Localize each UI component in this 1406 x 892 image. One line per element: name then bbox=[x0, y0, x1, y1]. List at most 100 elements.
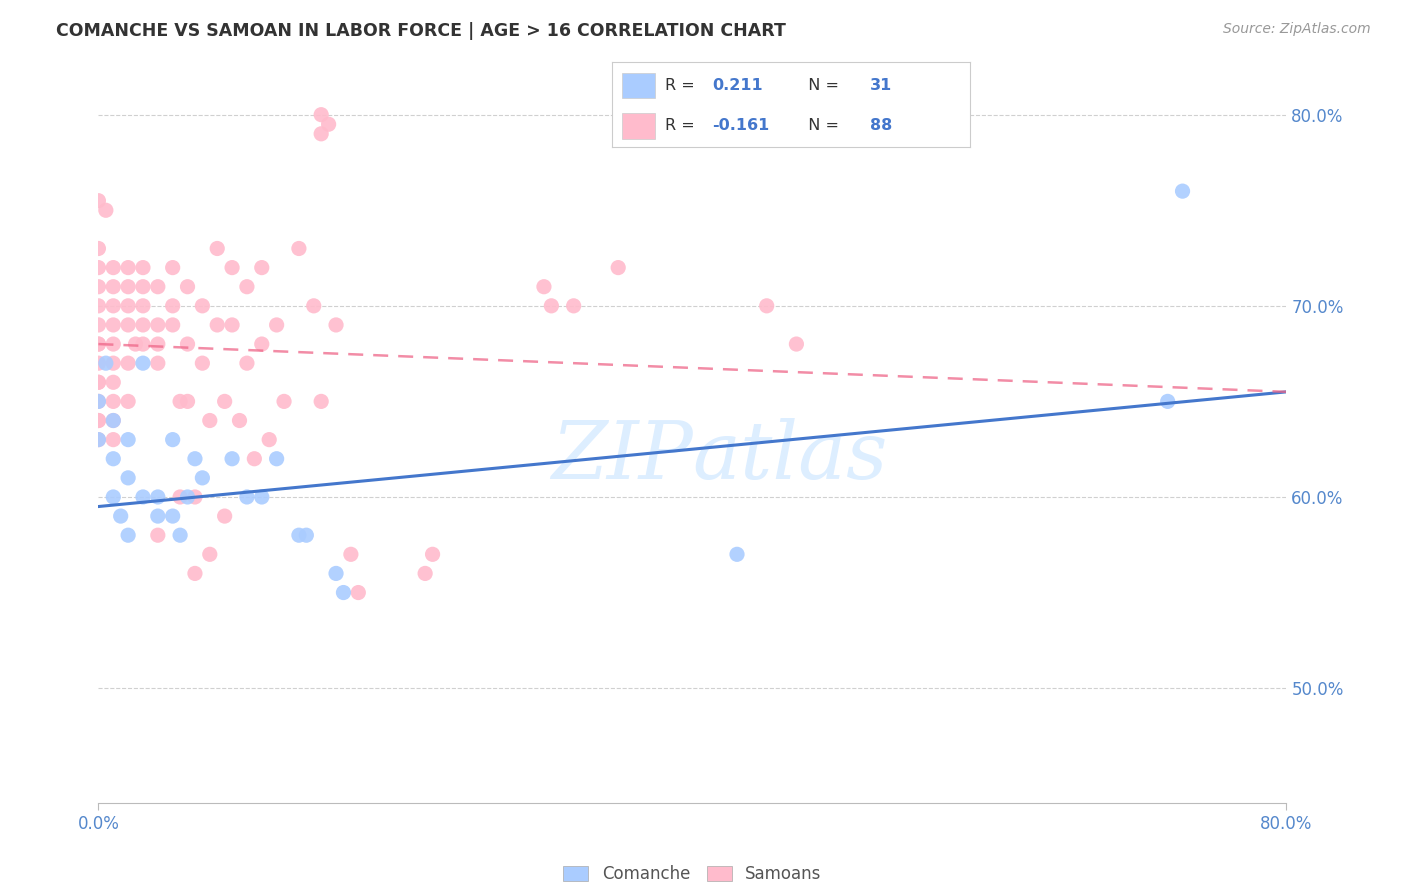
Point bbox=[176, 337, 198, 351]
FancyBboxPatch shape bbox=[623, 113, 655, 139]
Point bbox=[87, 337, 110, 351]
Point bbox=[191, 299, 214, 313]
Point bbox=[132, 299, 155, 313]
Point bbox=[117, 528, 139, 542]
Point bbox=[325, 566, 347, 581]
Point bbox=[146, 318, 169, 332]
FancyBboxPatch shape bbox=[623, 72, 655, 98]
Point bbox=[221, 451, 243, 466]
Point bbox=[146, 528, 169, 542]
Point bbox=[117, 260, 139, 275]
Point bbox=[117, 471, 139, 485]
Point bbox=[243, 451, 266, 466]
Point bbox=[1171, 184, 1194, 198]
Point bbox=[257, 433, 280, 447]
Point bbox=[214, 394, 236, 409]
Text: 0.211: 0.211 bbox=[711, 78, 762, 93]
Point bbox=[250, 337, 273, 351]
Point bbox=[146, 509, 169, 524]
Point bbox=[124, 337, 146, 351]
Point bbox=[87, 194, 110, 208]
Text: ZIP: ZIP bbox=[551, 418, 692, 496]
Point bbox=[236, 279, 259, 293]
Point bbox=[236, 490, 259, 504]
Text: atlas: atlas bbox=[692, 418, 887, 496]
Point bbox=[87, 413, 110, 427]
Point bbox=[103, 376, 125, 390]
Point bbox=[755, 299, 778, 313]
Point bbox=[87, 242, 110, 256]
Point bbox=[250, 260, 273, 275]
Point bbox=[103, 318, 125, 332]
Point bbox=[103, 394, 125, 409]
Point bbox=[162, 318, 184, 332]
Point bbox=[176, 394, 198, 409]
Point bbox=[87, 394, 110, 409]
Point bbox=[1156, 394, 1178, 409]
Point bbox=[266, 318, 288, 332]
Point bbox=[422, 547, 444, 561]
Point bbox=[146, 356, 169, 370]
Point bbox=[191, 356, 214, 370]
Point bbox=[132, 337, 155, 351]
Point bbox=[162, 433, 184, 447]
Point bbox=[295, 528, 318, 542]
Text: COMANCHE VS SAMOAN IN LABOR FORCE | AGE > 16 CORRELATION CHART: COMANCHE VS SAMOAN IN LABOR FORCE | AGE … bbox=[56, 22, 786, 40]
Point bbox=[103, 413, 125, 427]
Point bbox=[87, 433, 110, 447]
Point bbox=[87, 376, 110, 390]
Point bbox=[302, 299, 325, 313]
Point bbox=[87, 394, 110, 409]
Point bbox=[103, 279, 125, 293]
Point bbox=[103, 413, 125, 427]
Point bbox=[205, 242, 228, 256]
Point bbox=[785, 337, 807, 351]
Point bbox=[117, 279, 139, 293]
Point bbox=[533, 279, 555, 293]
Point bbox=[103, 451, 125, 466]
Point bbox=[146, 337, 169, 351]
Text: N =: N = bbox=[799, 119, 844, 134]
Text: N =: N = bbox=[799, 78, 844, 93]
Point bbox=[87, 318, 110, 332]
Point bbox=[94, 203, 117, 218]
Point bbox=[169, 528, 191, 542]
Point bbox=[146, 490, 169, 504]
Point bbox=[87, 299, 110, 313]
Point bbox=[103, 490, 125, 504]
Point bbox=[221, 260, 243, 275]
Point bbox=[103, 260, 125, 275]
Point bbox=[318, 117, 340, 131]
Point bbox=[87, 433, 110, 447]
Point bbox=[191, 471, 214, 485]
Point bbox=[562, 299, 585, 313]
Point bbox=[332, 585, 354, 599]
Point bbox=[325, 318, 347, 332]
Point bbox=[184, 490, 207, 504]
Point bbox=[540, 299, 562, 313]
Point bbox=[184, 566, 207, 581]
Point bbox=[87, 376, 110, 390]
Point bbox=[198, 547, 221, 561]
Point bbox=[146, 279, 169, 293]
Point bbox=[87, 337, 110, 351]
Point bbox=[117, 356, 139, 370]
Point bbox=[132, 279, 155, 293]
Point bbox=[87, 413, 110, 427]
Legend: Comanche, Samoans: Comanche, Samoans bbox=[557, 859, 828, 890]
Point bbox=[273, 394, 295, 409]
Point bbox=[607, 260, 630, 275]
Point bbox=[413, 566, 436, 581]
Point bbox=[214, 509, 236, 524]
Point bbox=[725, 547, 748, 561]
Point bbox=[94, 356, 117, 370]
Point bbox=[132, 260, 155, 275]
Point bbox=[117, 318, 139, 332]
Point bbox=[250, 490, 273, 504]
Point bbox=[103, 337, 125, 351]
Text: 31: 31 bbox=[870, 78, 891, 93]
Point bbox=[169, 394, 191, 409]
Text: Source: ZipAtlas.com: Source: ZipAtlas.com bbox=[1223, 22, 1371, 37]
Text: -0.161: -0.161 bbox=[711, 119, 769, 134]
Point bbox=[347, 585, 370, 599]
